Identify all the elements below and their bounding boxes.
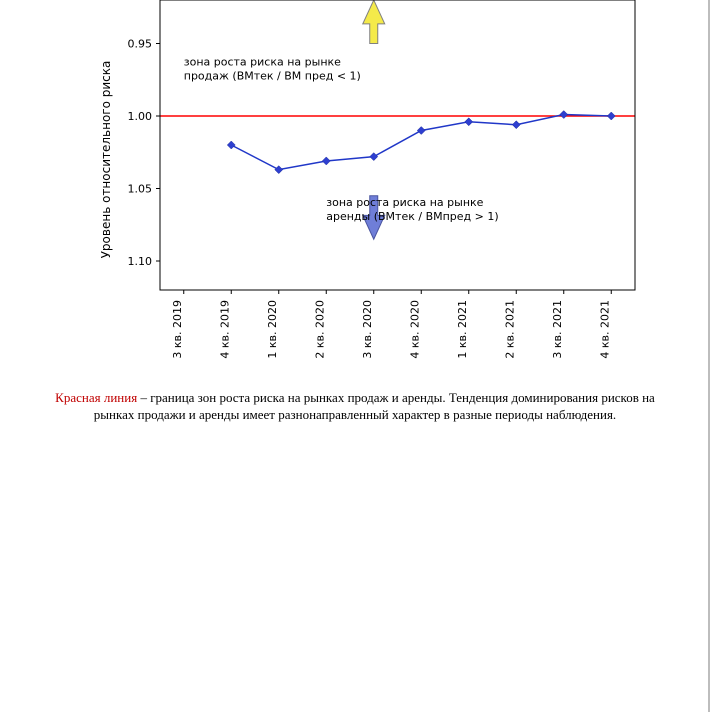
xtick-label: 2 кв. 2020 [313,300,326,359]
ytick-label: 0.95 [128,38,153,51]
ytick-label: 1.10 [128,255,153,268]
xtick-label: 1 кв. 2020 [266,300,279,359]
xtick-label: 4 кв. 2019 [218,300,231,359]
xtick-label: 1 кв. 2021 [456,300,469,359]
xtick-label: 3 кв. 2020 [361,300,374,359]
annotation-lower: зона роста риска на рынке [326,196,483,209]
ytick-label: 1.05 [128,183,153,196]
caption-rest: – граница зон роста риска на рынках прод… [94,390,655,422]
ytick-label: 1.00 [128,110,153,123]
risk-chart: 0.95 1.00 1.05 1.10 3 кв. 2019 4 кв. 2019 1 кв… [65,0,665,380]
annotation-upper: продаж (ВМтек / ВМ пред < 1) [184,69,361,82]
caption-red-lead: Красная линия [55,390,137,405]
page: 0.95 1.00 1.05 1.10 3 кв. 2019 4 кв. 2019 1 кв… [0,0,710,712]
xtick-label: 3 кв. 2021 [551,300,564,359]
chart-svg: 0.95 1.00 1.05 1.10 3 кв. 2019 4 кв. 2019 1 кв… [65,0,665,380]
y-axis-label: Уровень относительного риска [99,61,113,259]
xtick-label: 2 кв. 2021 [503,300,516,359]
xtick-label: 4 кв. 2021 [598,300,611,359]
annotation-upper: зона роста риска на рынке [184,55,341,68]
xtick-label: 3 кв. 2019 [171,300,184,359]
xtick-label: 4 кв. 2020 [408,300,421,359]
annotation-lower: аренды (ВМтек / ВМпред > 1) [326,210,498,223]
chart-caption: Красная линия – граница зон роста риска … [40,390,670,424]
